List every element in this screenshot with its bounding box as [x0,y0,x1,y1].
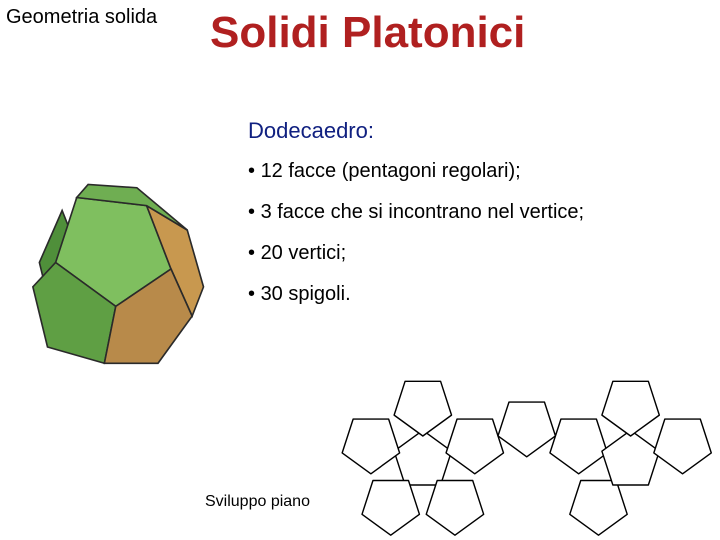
list-item: 20 vertici; [248,242,584,265]
list-item: 30 spigoli. [248,283,584,306]
page-title: Solidi Platonici [210,8,525,58]
list-item: 12 facce (pentagoni regolari); [248,160,584,183]
dodecahedron-3d-icon [10,178,215,373]
list-item: 3 facce che si incontrano nel vertice; [248,201,584,224]
net-caption: Sviluppo piano [205,493,310,511]
properties-list: 12 facce (pentagoni regolari); 3 facce c… [248,160,584,324]
section-subtitle: Dodecaedro: [248,118,374,144]
dodecahedron-net-icon [332,368,712,538]
breadcrumb: Geometria solida [6,6,157,29]
